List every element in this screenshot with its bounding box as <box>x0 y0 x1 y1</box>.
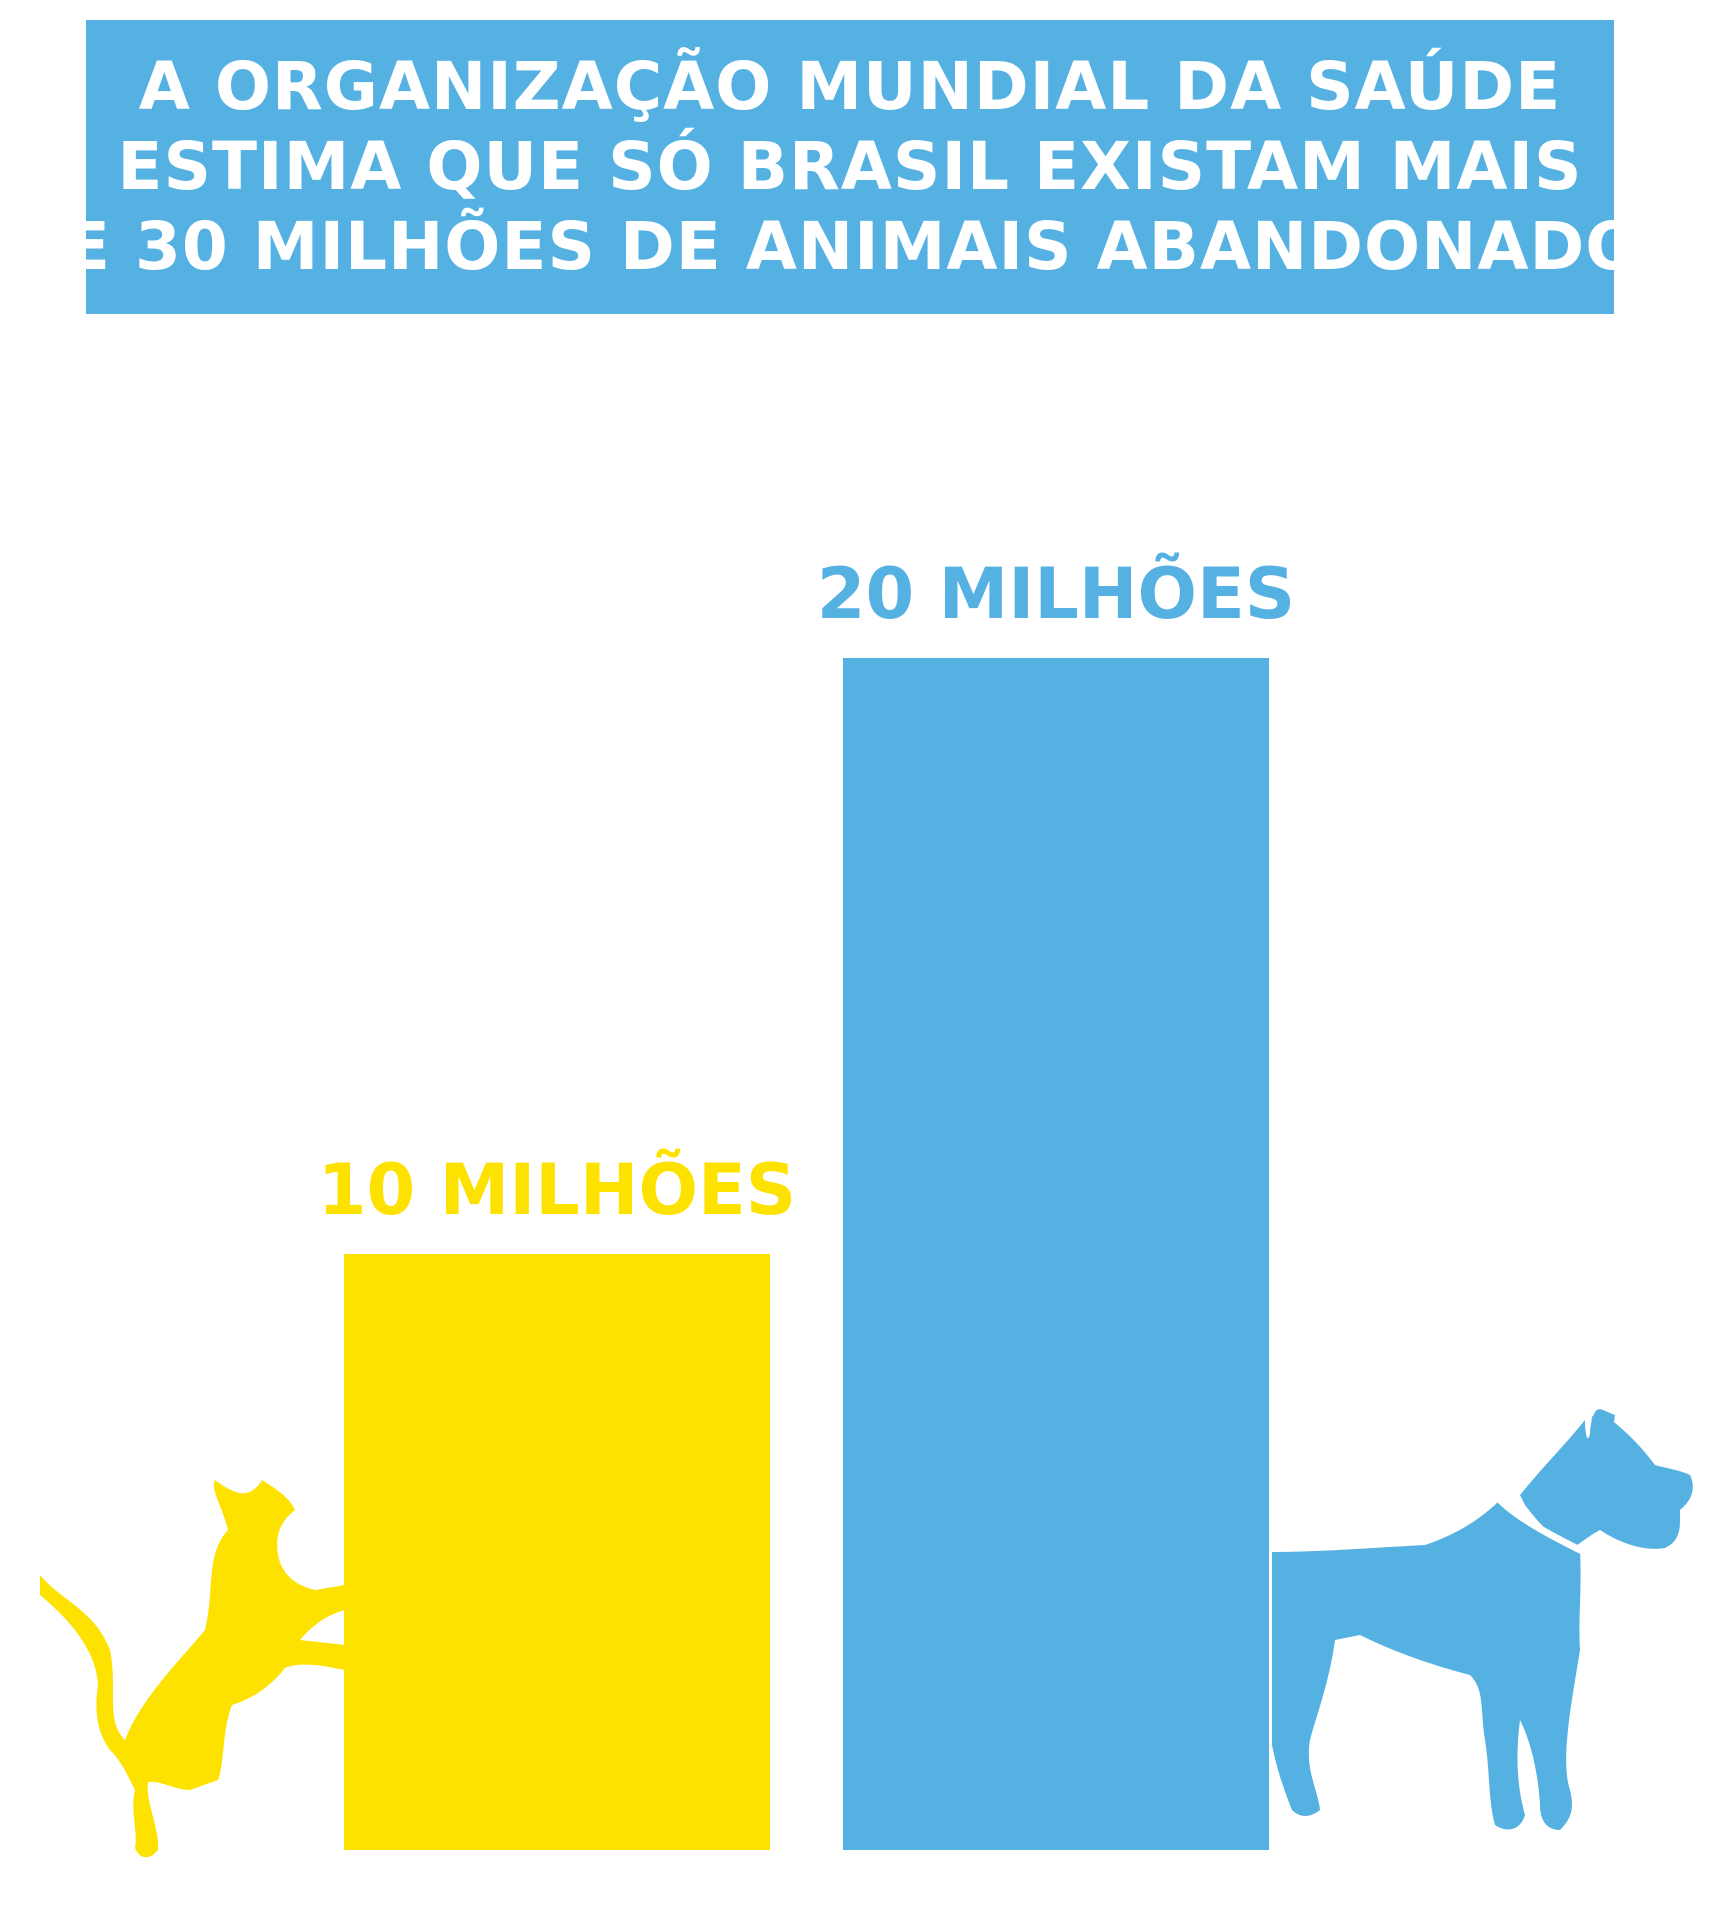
data-label-dog: 20 MILHÕES <box>817 553 1295 635</box>
plot-area: 10 MILHÕES 20 MILHÕES <box>318 553 1295 1850</box>
cat-icon <box>40 1480 345 1858</box>
dog-icon <box>1272 1409 1693 1830</box>
title-line-1: A ORGANIZAÇÃO MUNDIAL DA SAÚDE <box>138 48 1562 125</box>
title-banner: A ORGANIZAÇÃO MUNDIAL DA SAÚDE ESTIMA QU… <box>9 20 1690 314</box>
bar-dog <box>843 658 1269 1850</box>
title-line-3: DE 30 MILHÕES DE ANIMAIS ABANDONADOS <box>9 208 1691 285</box>
data-label-cat: 10 MILHÕES <box>318 1149 796 1231</box>
title-line-2: ESTIMA QUE SÓ BRASIL EXISTAM MAIS <box>117 128 1583 205</box>
bar-cat <box>344 1254 770 1850</box>
